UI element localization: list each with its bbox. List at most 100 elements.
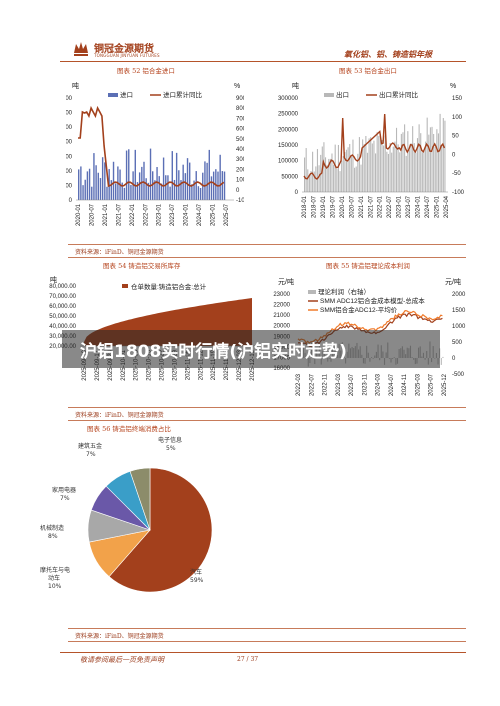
c52-bar: [91, 186, 93, 200]
c53-bar: [347, 147, 349, 192]
x-tick-label: 2024-07: [197, 203, 203, 226]
c53-bar: [368, 138, 370, 192]
c53-bar: [444, 120, 446, 192]
c53-bar: [436, 129, 438, 192]
x-tick-label: 2020-07: [349, 195, 355, 218]
c52-bar: [189, 162, 191, 200]
x-tick-label: 2020-01: [76, 203, 82, 226]
header-divider: [60, 61, 466, 62]
c53-bar: [395, 127, 398, 192]
company-logo-icon: [70, 37, 92, 63]
pie-label: 电子信息: [158, 436, 182, 444]
c53-bar: [410, 143, 412, 192]
banner-title[interactable]: 沪铝1808实时行情(沪铝实时走势): [80, 342, 347, 362]
pie-label: 机械制造: [40, 524, 64, 532]
c53-bar: [392, 146, 394, 192]
pie-pct: 7%: [60, 495, 70, 502]
y-tick-label: 60,000.00: [49, 304, 76, 310]
pie-label: 摩托车与电: [40, 566, 70, 574]
c53-bar: [336, 169, 338, 192]
c53-bar: [365, 136, 367, 192]
c53-bar: [313, 171, 315, 192]
y-tick-label: 500: [452, 340, 463, 346]
c52-bar: [210, 176, 213, 200]
y-tick-label: 200: [236, 167, 244, 173]
c52-bar: [171, 151, 173, 200]
c52-bar: [206, 162, 208, 200]
c53-bar: [305, 148, 307, 192]
c52-bar: [86, 171, 89, 200]
c52-bar: [130, 184, 132, 200]
c52-bar: [160, 183, 163, 200]
chart-56-caption: 图表 56 铸造铝终端消费占比: [87, 425, 171, 433]
c52-bar: [202, 172, 204, 200]
y-tick-label: 21000: [273, 313, 290, 319]
c52-bar: [195, 171, 197, 200]
c52-bar: [132, 171, 134, 200]
c53-bar: [383, 145, 385, 192]
c52-bar: [97, 172, 99, 200]
c53-bar: [421, 152, 423, 192]
c53-bar: [404, 124, 406, 192]
c54-legend-swatch: [122, 284, 128, 288]
c53-bar: [428, 134, 430, 192]
x-tick-label: 2023-07: [406, 195, 412, 218]
x-tick-label: 2023-03: [336, 373, 342, 396]
x-tick-label: 2018-01: [302, 195, 308, 218]
x-tick-label: 2024-03: [376, 373, 382, 396]
pie-slice: [129, 467, 151, 531]
c52-bar: [121, 182, 123, 200]
c53-bar: [342, 156, 344, 192]
pie-pct: 7%: [86, 451, 96, 458]
c53-bar: [426, 117, 428, 192]
c53-bar: [407, 131, 409, 192]
c53-legend-export: 出口: [336, 90, 349, 99]
y-tick-label: 600: [236, 127, 244, 133]
x-tick-label: 2024-11: [402, 373, 408, 395]
c53-bar: [345, 149, 348, 192]
c52-bar: [123, 187, 126, 200]
chart-52-caption: 图表 52 铝合金进口: [117, 67, 175, 75]
c52-bar: [219, 154, 221, 200]
c52-bar: [84, 179, 86, 200]
pie-slice: [108, 467, 213, 593]
c53-bar: [350, 156, 352, 192]
y-tick-label: 600000: [66, 154, 73, 160]
y-tick-label: 1000000: [66, 125, 73, 131]
c53-bar: [339, 171, 341, 192]
c52-unit-right: %: [234, 83, 240, 90]
c53-bar: [328, 158, 330, 192]
c52-bar: [167, 175, 169, 200]
y-tick-label: 70,000.00: [49, 294, 76, 300]
footer-disclaimer[interactable]: 敬请参阅最后一页免责声明: [80, 656, 164, 664]
c52-bar: [136, 182, 139, 200]
c52-bar: [212, 171, 215, 200]
x-tick-label: 2022-11: [323, 373, 329, 395]
y-tick-label: 0: [69, 198, 73, 204]
y-tick-label: 20000: [273, 324, 290, 330]
y-tick-label: 300000: [278, 96, 299, 102]
chart-55-caption: 图表 55 铸造铝理论成本利润: [326, 262, 410, 270]
c53-bar: [387, 153, 390, 192]
c53-bar: [415, 152, 417, 192]
y-tick-label: 500: [236, 137, 244, 143]
c53-bar: [439, 113, 441, 192]
c52-bar: [134, 149, 136, 200]
c53-bar: [412, 126, 414, 192]
c52-unit-left: 吨: [72, 81, 79, 90]
pie-pct: 10%: [48, 583, 62, 590]
x-tick-label: 2024-01: [416, 195, 422, 218]
c52-bar: [186, 158, 189, 200]
c53-bar: [354, 167, 356, 192]
c53-bar: [370, 137, 372, 192]
x-tick-label: 2023-01: [157, 203, 163, 226]
x-tick-label: 2022-01: [378, 195, 384, 218]
chart-53: 吨 % 300000 250000 200000 150000 100000 50000 0…: [278, 81, 465, 218]
c53-bar: [331, 153, 333, 192]
c53-bar: [310, 171, 312, 192]
x-tick-label: 2022-07: [143, 203, 149, 226]
x-tick-label: 2022-01: [130, 203, 136, 226]
c52-bar: [78, 169, 80, 200]
c53-bar: [362, 139, 364, 192]
c53-bar: [315, 166, 317, 192]
